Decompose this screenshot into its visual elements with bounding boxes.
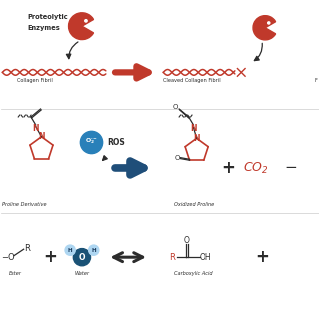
Circle shape: [65, 245, 75, 255]
Text: ROS: ROS: [108, 138, 125, 147]
Circle shape: [85, 20, 87, 22]
Text: N: N: [38, 132, 45, 141]
Circle shape: [80, 131, 103, 154]
Text: Enzymes: Enzymes: [28, 25, 60, 31]
Text: N: N: [190, 124, 196, 133]
Text: Proline Derivative: Proline Derivative: [2, 202, 47, 207]
Circle shape: [268, 22, 270, 24]
Text: R: R: [24, 244, 30, 253]
Text: Proteolytic: Proteolytic: [28, 14, 68, 20]
Wedge shape: [253, 16, 276, 40]
Text: +: +: [221, 159, 236, 177]
Text: H: H: [68, 248, 72, 253]
Text: R: R: [170, 253, 175, 262]
Text: N: N: [193, 133, 200, 142]
Text: Carboxylic Acid: Carboxylic Acid: [174, 271, 213, 276]
Text: Ester: Ester: [9, 271, 21, 276]
Text: N: N: [32, 124, 38, 132]
Wedge shape: [68, 13, 93, 40]
Text: Cleaved Collagen Fibril: Cleaved Collagen Fibril: [163, 78, 221, 83]
Text: F: F: [315, 78, 317, 83]
Text: $\mathregular{CO_2}$: $\mathregular{CO_2}$: [243, 160, 268, 175]
Text: OH: OH: [200, 253, 212, 262]
Text: −: −: [284, 160, 297, 175]
Circle shape: [73, 249, 91, 266]
Text: Water: Water: [75, 271, 90, 276]
Text: H: H: [92, 248, 96, 253]
Circle shape: [89, 245, 99, 255]
Text: −O: −O: [1, 253, 15, 262]
Text: +: +: [43, 248, 57, 266]
Text: $\mathregular{O_2^{\bullet-}}$: $\mathregular{O_2^{\bullet-}}$: [85, 136, 98, 146]
Text: Oxidized Proline: Oxidized Proline: [174, 202, 215, 207]
Text: O: O: [184, 236, 190, 245]
Text: +: +: [255, 248, 269, 266]
Text: O: O: [175, 155, 180, 161]
Text: O: O: [172, 104, 178, 110]
Text: O: O: [79, 253, 85, 262]
Text: Collagen Fibril: Collagen Fibril: [17, 78, 52, 83]
